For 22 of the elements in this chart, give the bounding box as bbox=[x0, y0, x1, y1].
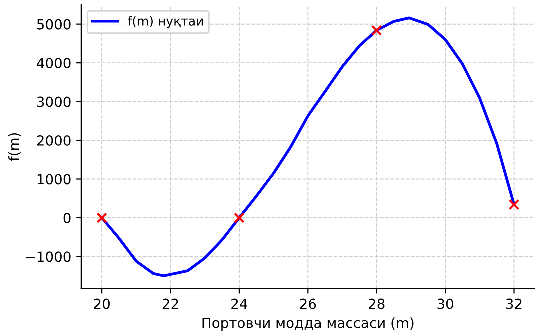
y-tick-label: −1000 bbox=[26, 252, 71, 262]
y-tick-label: 0 bbox=[64, 212, 71, 224]
y-axis-title: f(m) bbox=[8, 133, 21, 162]
x-tick-label: 30 bbox=[438, 298, 454, 310]
x-tick-label: 28 bbox=[369, 298, 385, 310]
x-tick-label: 22 bbox=[162, 298, 178, 310]
y-tick-label: 3000 bbox=[37, 96, 71, 108]
y-tick-label: 1000 bbox=[38, 174, 71, 185]
x-tick-label: 24 bbox=[232, 298, 248, 310]
point bbox=[96, 212, 108, 224]
y-tick-label: 4000 bbox=[37, 58, 71, 69]
point bbox=[371, 25, 382, 36]
y-tick-label: 2000 bbox=[37, 135, 71, 146]
line-series bbox=[100, 16, 516, 278]
x-tick-label: 26 bbox=[300, 298, 316, 310]
point bbox=[234, 212, 245, 224]
legend-label: f(m) нуқтаи bbox=[128, 16, 204, 28]
point bbox=[508, 199, 520, 210]
x-axis-title: Портовчи модда массаси (m) bbox=[202, 318, 414, 331]
x-tick-label: 20 bbox=[94, 298, 110, 310]
y-tick-label: 5000 bbox=[37, 19, 71, 30]
x-tick-label: 32 bbox=[506, 298, 522, 310]
